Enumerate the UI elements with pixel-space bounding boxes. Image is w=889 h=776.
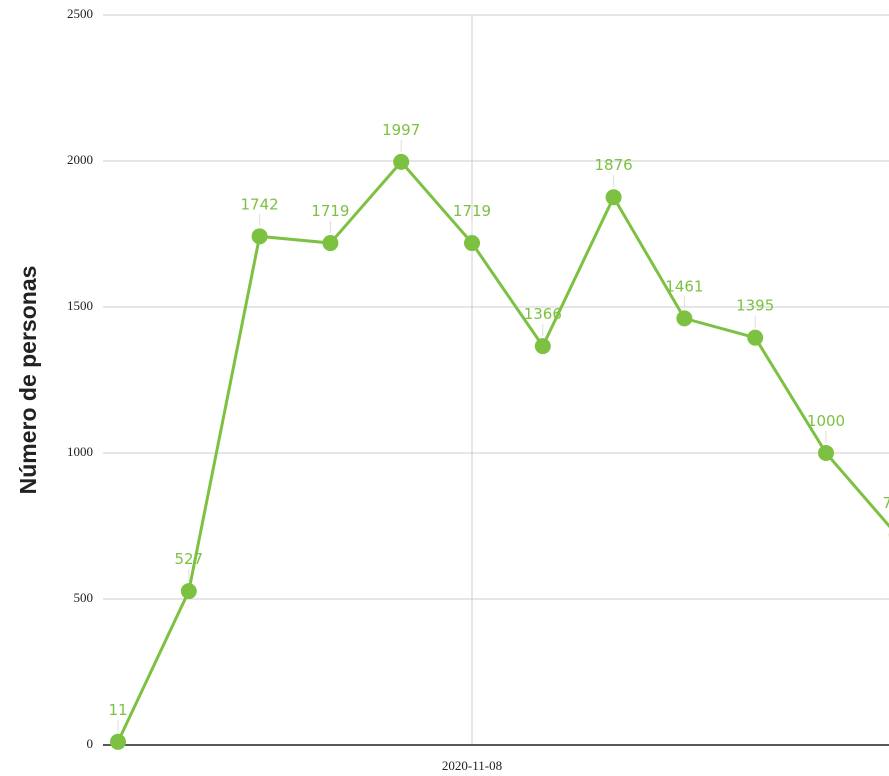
data-label: 527	[174, 550, 203, 568]
data-label: 720	[882, 494, 889, 512]
data-label: 1395	[736, 297, 774, 315]
point	[747, 329, 764, 346]
x-tick-label: 2020-11-08	[442, 758, 502, 773]
point	[251, 228, 268, 245]
data-label: 1742	[241, 195, 279, 213]
y-tick-label: 2000	[67, 152, 93, 167]
point	[393, 153, 410, 170]
data-label: 1366	[524, 305, 562, 323]
line	[116, 159, 889, 743]
y-tick-label: 2500	[67, 6, 93, 21]
y-axis-label: Número de personas	[15, 266, 41, 495]
data-label: 1876	[595, 156, 633, 174]
point	[818, 445, 834, 461]
y-tick-label: 0	[87, 736, 94, 751]
point	[180, 583, 197, 600]
point	[605, 189, 622, 206]
y-tick-label: 1000	[67, 444, 93, 459]
point	[676, 310, 693, 327]
y-tick-label: 500	[74, 590, 94, 605]
data-label: 1719	[453, 202, 491, 220]
point	[110, 733, 126, 750]
point	[534, 338, 551, 355]
data-label: 1461	[665, 277, 703, 295]
point	[464, 235, 480, 252]
data-label: 11	[108, 701, 127, 719]
data-label: 1000	[807, 412, 845, 430]
data-label: 1719	[311, 202, 349, 220]
data-label: 1997	[382, 121, 420, 139]
point	[322, 235, 339, 252]
y-tick-label: 1500	[67, 298, 93, 313]
